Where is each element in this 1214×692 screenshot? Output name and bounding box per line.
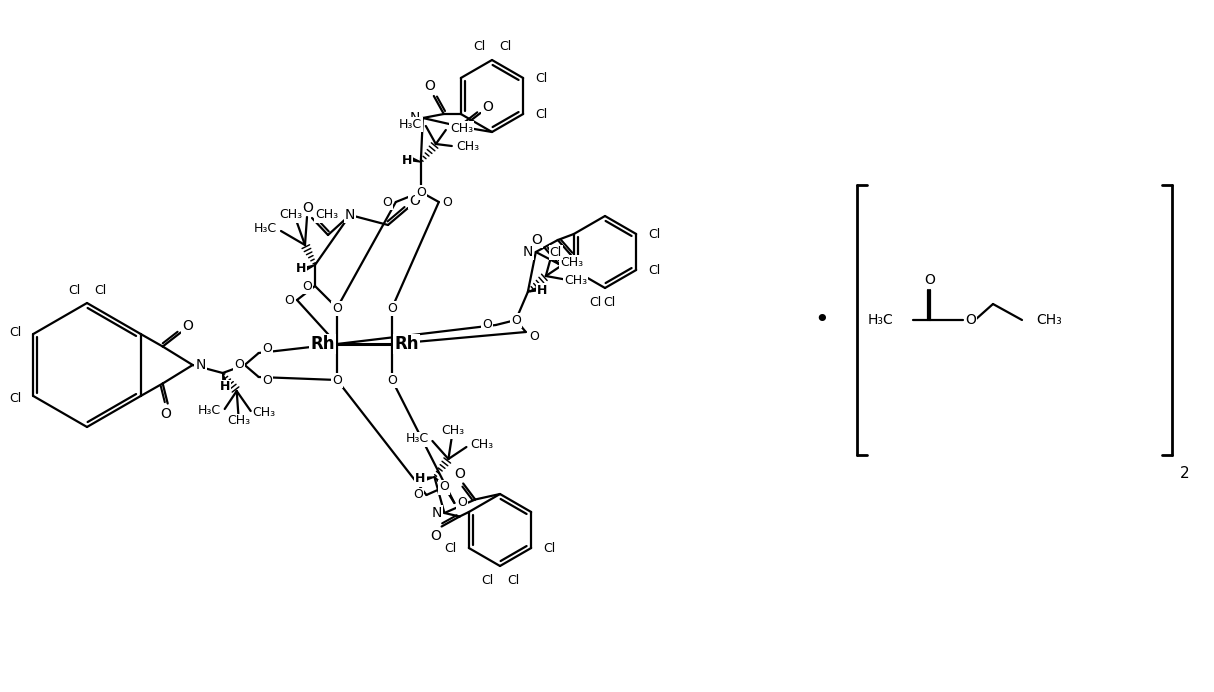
Text: H: H [402, 154, 412, 167]
Text: H₃C: H₃C [198, 405, 221, 417]
Text: O: O [387, 374, 397, 387]
Text: Cl: Cl [68, 284, 80, 296]
Text: •: • [815, 308, 829, 332]
Polygon shape [305, 265, 314, 271]
Text: O: O [925, 273, 936, 287]
Polygon shape [222, 373, 226, 383]
Text: Cl: Cl [10, 392, 22, 405]
Text: O: O [409, 194, 420, 208]
Text: O: O [382, 196, 392, 208]
Text: CH₃: CH₃ [441, 424, 464, 437]
Text: Cl: Cl [648, 264, 660, 277]
Text: O: O [416, 185, 426, 199]
Text: Cl: Cl [550, 246, 562, 259]
Text: CH₃: CH₃ [455, 140, 480, 152]
Text: Rh: Rh [311, 335, 335, 353]
Text: H: H [415, 473, 426, 486]
Text: Cl: Cl [499, 41, 511, 53]
Text: Cl: Cl [481, 574, 493, 587]
Text: CH₃: CH₃ [227, 415, 250, 428]
Text: H₃C: H₃C [405, 432, 429, 446]
Text: H₃C: H₃C [867, 313, 894, 327]
Text: O: O [262, 343, 272, 356]
Text: CH₃: CH₃ [279, 208, 302, 221]
Text: O: O [572, 259, 583, 273]
Text: Cl: Cl [93, 284, 106, 296]
Text: O: O [234, 358, 244, 372]
Text: Cl: Cl [535, 71, 548, 84]
Text: O: O [532, 233, 543, 247]
Text: N: N [345, 208, 356, 222]
Text: O: O [439, 480, 449, 493]
Text: Cl: Cl [444, 542, 456, 554]
Text: O: O [160, 406, 171, 421]
Text: H: H [537, 284, 548, 296]
Text: Cl: Cl [603, 295, 615, 309]
Text: CH₃: CH₃ [253, 406, 276, 419]
Polygon shape [528, 287, 538, 292]
Text: CH₃: CH₃ [560, 255, 584, 268]
Text: CH₃: CH₃ [470, 439, 494, 451]
Text: CH₃: CH₃ [1036, 313, 1062, 327]
Text: O: O [262, 374, 272, 388]
Text: CH₃: CH₃ [450, 122, 473, 134]
Polygon shape [410, 157, 421, 162]
Text: O: O [511, 313, 521, 327]
Text: Rh: Rh [395, 335, 419, 353]
Text: O: O [482, 100, 493, 114]
Text: O: O [284, 293, 294, 307]
Text: CH₃: CH₃ [314, 208, 339, 221]
Text: CH₃: CH₃ [565, 273, 588, 286]
Text: O: O [442, 196, 452, 208]
Text: H₃C: H₃C [398, 118, 421, 131]
Text: O: O [333, 302, 342, 314]
Text: H₃C: H₃C [254, 223, 277, 235]
Text: O: O [414, 489, 424, 502]
Text: O: O [302, 201, 313, 215]
Text: H: H [220, 381, 229, 394]
Text: Cl: Cl [10, 325, 22, 338]
Text: N: N [195, 358, 206, 372]
Text: N: N [523, 245, 533, 259]
Text: O: O [458, 496, 467, 509]
Text: O: O [965, 313, 976, 327]
Text: N: N [409, 111, 420, 125]
Text: O: O [430, 529, 441, 543]
Text: O: O [302, 280, 312, 293]
Text: Cl: Cl [648, 228, 660, 241]
Text: O: O [425, 79, 436, 93]
Text: O: O [454, 466, 465, 480]
Text: O: O [387, 302, 397, 314]
Text: Cl: Cl [543, 542, 555, 554]
Text: H: H [296, 262, 306, 275]
Text: N: N [431, 506, 442, 520]
Text: Cl: Cl [535, 107, 548, 120]
Text: Cl: Cl [589, 295, 601, 309]
Text: Cl: Cl [473, 41, 486, 53]
Text: O: O [482, 318, 492, 331]
Text: Cl: Cl [507, 574, 520, 587]
Text: 2: 2 [1180, 466, 1190, 480]
Text: O: O [529, 329, 539, 343]
Text: O: O [333, 374, 342, 387]
Polygon shape [424, 477, 435, 481]
Text: O: O [182, 318, 193, 332]
